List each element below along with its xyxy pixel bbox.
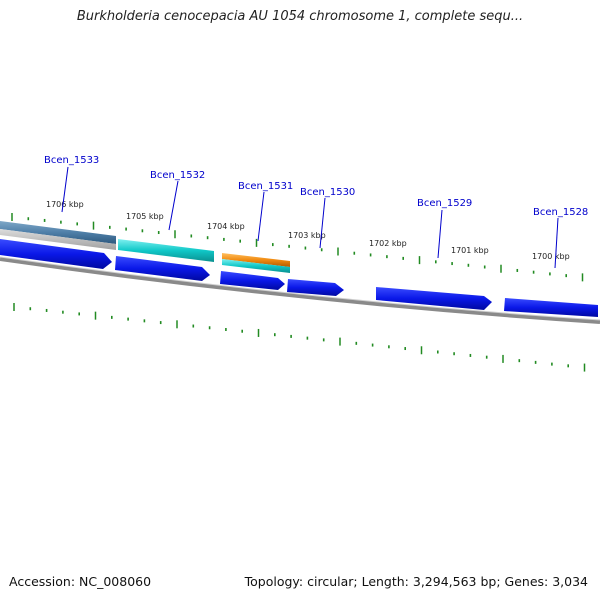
gene-arrow-bcen-1533[interactable]: [0, 239, 112, 269]
leader-line-bcen-1532: [168, 180, 179, 231]
kbp-label-1701: 1701 kbp: [451, 246, 489, 255]
leader-line-bcen-1529: [437, 209, 443, 259]
feature-orange: [222, 253, 290, 273]
leader-line-bcen-1533: [61, 166, 69, 213]
gene-label-bcen-1532[interactable]: Bcen_1532: [150, 170, 205, 181]
gene-arrow-bcen-1530[interactable]: [287, 279, 344, 296]
feature-steelblue: [0, 221, 116, 250]
leader-line-bcen-1528: [554, 217, 559, 269]
genome-backbone: [0, 257, 600, 324]
kbp-label-1706: 1706 kbp: [46, 200, 84, 209]
leader-line-bcen-1530: [319, 197, 326, 249]
gene-label-bcen-1530[interactable]: Bcen_1530: [300, 187, 355, 198]
gene-label-bcen-1529[interactable]: Bcen_1529: [417, 198, 472, 209]
gene-arrow-bcen-1528[interactable]: [504, 298, 598, 317]
gene-arrow-bcen-1531[interactable]: [220, 271, 285, 290]
gene-label-bcen-1533[interactable]: Bcen_1533: [44, 155, 99, 166]
kbp-label-1705: 1705 kbp: [126, 212, 164, 221]
upper-tick-row: [11, 213, 584, 282]
gene-arrow-bcen-1532[interactable]: [115, 256, 210, 281]
leader-line-bcen-1531: [257, 191, 265, 242]
map-title: Burkholderia cenocepacia AU 1054 chromos…: [76, 9, 524, 24]
kbp-label-1702: 1702 kbp: [369, 239, 407, 248]
lower-tick-row: [13, 303, 586, 372]
accession-text: Accession: NC_008060: [9, 574, 152, 589]
genome-backbone-highlight: [0, 256, 600, 321]
feature-cyan: [118, 239, 214, 262]
kbp-label-1703: 1703 kbp: [288, 231, 326, 240]
gene-label-bcen-1528[interactable]: Bcen_1528: [533, 207, 588, 218]
genome-stats-text: Topology: circular; Length: 3,294,563 bp…: [244, 574, 588, 589]
gene-arrow-bcen-1529[interactable]: [376, 287, 492, 310]
kbp-label-1700: 1700 kbp: [532, 252, 570, 261]
kbp-label-1704: 1704 kbp: [207, 222, 245, 231]
gene-label-bcen-1531[interactable]: Bcen_1531: [238, 181, 293, 192]
